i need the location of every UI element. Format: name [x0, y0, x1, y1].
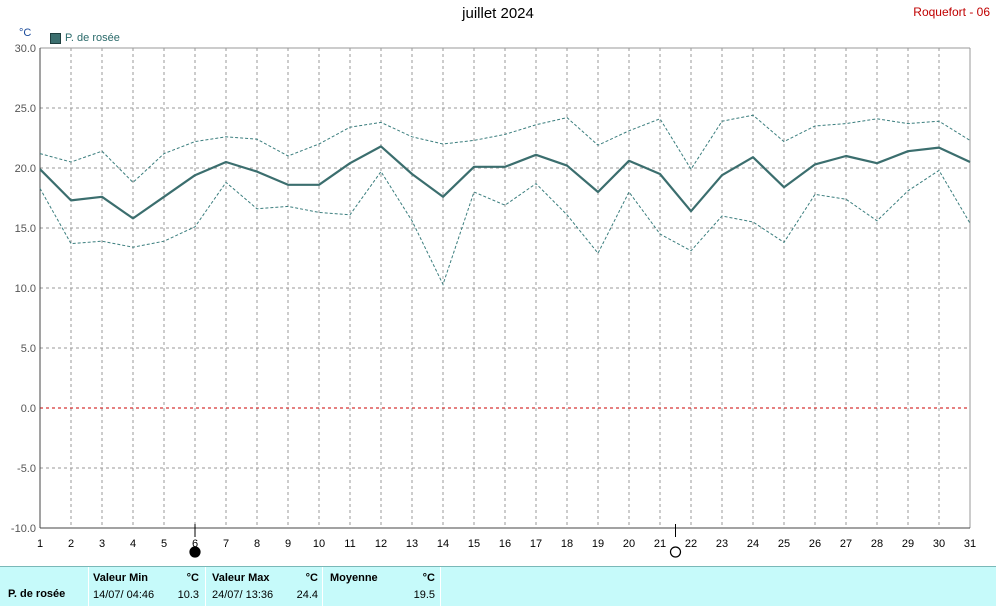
y-tick-label: 5.0 — [21, 343, 36, 355]
chart-plot: 30.025.020.015.010.05.00.0-5.0-10.01 2 3 4 5… — [11, 43, 976, 558]
x-tick-label: 1 — [37, 538, 43, 550]
x-tick-label: 26 — [809, 538, 821, 550]
x-tick-label: 17 — [530, 538, 542, 550]
stats-min-cell: Valeur Min °C 14/07/ 04:46 10.3 — [89, 567, 206, 606]
x-tick-label: 9 — [285, 538, 291, 550]
y-tick-label: 30.0 — [15, 43, 36, 55]
series-line-range-2 — [39, 169, 971, 286]
x-tick-label: 20 — [623, 538, 635, 550]
x-tick-label: 10 — [313, 538, 325, 550]
new-moon-icon — [189, 546, 201, 558]
x-tick-label: 4 — [130, 538, 136, 550]
x-tick-label: 27 — [840, 538, 852, 550]
y-tick-label: 25.0 — [15, 103, 36, 115]
stats-avg-header: Moyenne — [330, 572, 378, 584]
stats-min-value: 10.3 — [177, 589, 199, 601]
x-tick-label: 15 — [468, 538, 480, 550]
y-tick-label: 20.0 — [15, 163, 36, 175]
x-tick-label: 18 — [561, 538, 573, 550]
x-tick-label: 11 — [344, 538, 355, 550]
legend-swatch — [50, 32, 61, 44]
legend-label: P. de rosée — [65, 32, 120, 44]
x-tick-label: 3 — [99, 538, 105, 550]
stats-series-cell: P. de rosée — [0, 567, 89, 606]
chart-series — [39, 114, 971, 286]
stats-avg-unit: °C — [422, 572, 435, 584]
stats-max-value: 24.4 — [296, 589, 318, 601]
stats-series-label: P. de rosée — [8, 588, 66, 600]
x-tick-label: 5 — [161, 538, 167, 550]
series-line-dew-point — [39, 145, 971, 220]
stats-min-date: 14/07/ 04:46 — [93, 589, 155, 601]
stats-max-cell: Valeur Max °C 24/07/ 13:36 24.4 — [206, 567, 323, 606]
full-moon-icon — [669, 546, 682, 558]
stats-avg-cell: Moyenne °C 19.5 — [323, 567, 441, 606]
x-tick-label: 16 — [499, 538, 511, 550]
stats-avg-value: 19.5 — [413, 589, 435, 601]
chart-legend: P. de rosée — [50, 32, 120, 44]
x-tick-label: 6 — [192, 538, 198, 550]
stats-panel: P. de rosée Valeur Min °C 14/07/ 04:46 1… — [0, 566, 996, 606]
chart-title: juillet 2024 — [462, 5, 534, 22]
stats-max-header: Valeur Max — [212, 572, 270, 584]
stats-max-date: 24/07/ 13:36 — [212, 589, 274, 601]
y-tick-label: -10.0 — [11, 523, 36, 535]
grid-lines — [40, 48, 970, 528]
x-tick-label: 7 — [223, 538, 229, 550]
y-tick-label: 10.0 — [15, 283, 36, 295]
x-tick-label: 24 — [747, 538, 759, 550]
x-tick-label: 22 — [685, 538, 697, 550]
y-tick-label: -5.0 — [17, 463, 36, 475]
x-tick-label: 12 — [375, 538, 387, 550]
x-tick-label: 8 — [254, 538, 260, 550]
x-tick-label: 25 — [778, 538, 790, 550]
x-tick-label: 2 — [68, 538, 74, 550]
x-tick-label: 31 — [964, 538, 976, 550]
series-line-range-1 — [39, 114, 971, 184]
moon-phase-markers — [189, 524, 682, 558]
x-tick-label: 29 — [902, 538, 914, 550]
stats-min-header: Valeur Min — [93, 572, 149, 584]
y-tick-label: 0.0 — [21, 403, 36, 415]
stats-min-unit: °C — [186, 572, 199, 584]
y-tick-label: 15.0 — [15, 223, 36, 235]
x-tick-label: 13 — [406, 538, 418, 550]
y-axis-unit: °C — [19, 27, 32, 39]
x-tick-label: 19 — [592, 538, 604, 550]
x-tick-label: 30 — [933, 538, 945, 550]
stats-max-unit: °C — [305, 572, 318, 584]
x-tick-label: 28 — [871, 538, 883, 550]
station-name: Roquefort - 06 — [913, 5, 990, 19]
x-tick-label: 23 — [716, 538, 728, 550]
x-tick-label: 21 — [654, 538, 666, 550]
x-tick-label: 14 — [437, 538, 449, 550]
